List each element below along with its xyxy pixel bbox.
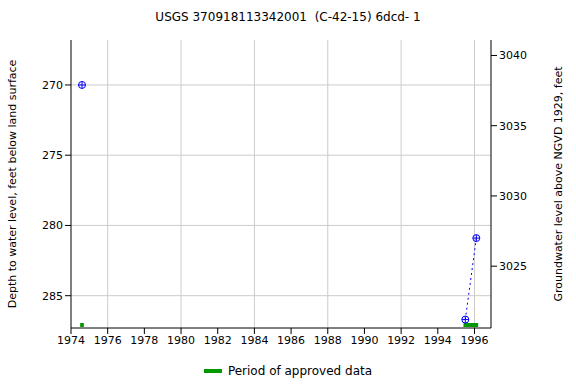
svg-text:1976: 1976 [94,334,122,347]
svg-text:3025: 3025 [499,260,527,273]
svg-text:1974: 1974 [57,334,85,347]
svg-text:3040: 3040 [499,49,527,62]
svg-text:1994: 1994 [424,334,452,347]
svg-text:1978: 1978 [130,334,158,347]
svg-text:1992: 1992 [387,334,415,347]
svg-text:1982: 1982 [204,334,232,347]
html-text:USGS 370918113342001 (C-42-15): USGS 370918113342001 (C-42-15) 6dcd- 1 [155,10,421,24]
svg-text:1984: 1984 [240,334,268,347]
html-text:Period of approved data: Period of approved data [227,364,373,378]
svg-text:1986: 1986 [277,334,305,347]
svg-text:3035: 3035 [499,120,527,133]
svg-text:275: 275 [42,149,63,162]
svg-text:1990: 1990 [350,334,378,347]
svg-text:285: 285 [42,290,63,303]
svg-text:1996: 1996 [460,334,488,347]
svg-text:Depth to water level, feet bel: Depth to water level, feet below land su… [8,59,19,308]
svg-text:270: 270 [42,79,63,92]
svg-text:1988: 1988 [314,334,342,347]
svg-text:1980: 1980 [167,334,195,347]
svg-text:Groundwater level above NGVD 1: Groundwater level above NGVD 1929, feet [552,66,565,302]
svg-text:3030: 3030 [499,190,527,203]
svg-text:280: 280 [42,219,63,232]
